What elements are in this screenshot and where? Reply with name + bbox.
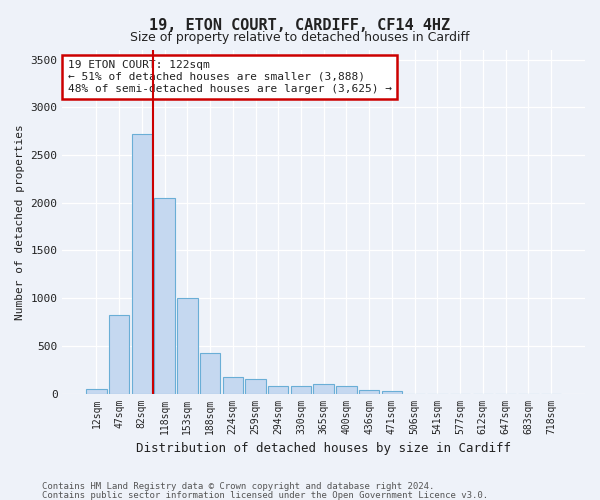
X-axis label: Distribution of detached houses by size in Cardiff: Distribution of detached houses by size …	[136, 442, 511, 455]
Bar	[154, 198, 175, 394]
Text: Contains public sector information licensed under the Open Government Licence v3: Contains public sector information licen…	[42, 490, 488, 500]
Text: 19 ETON COURT: 122sqm
← 51% of detached houses are smaller (3,888)
48% of semi-d: 19 ETON COURT: 122sqm ← 51% of detached …	[68, 60, 392, 94]
Bar	[223, 377, 243, 394]
Bar	[86, 389, 107, 394]
Bar	[200, 352, 220, 394]
Bar	[268, 386, 289, 394]
Bar	[109, 316, 130, 394]
Bar	[336, 386, 356, 394]
Bar	[177, 298, 197, 394]
Bar	[382, 390, 402, 394]
Bar	[313, 384, 334, 394]
Bar	[359, 390, 379, 394]
Y-axis label: Number of detached properties: Number of detached properties	[15, 124, 25, 320]
Bar	[245, 379, 266, 394]
Text: Contains HM Land Registry data © Crown copyright and database right 2024.: Contains HM Land Registry data © Crown c…	[42, 482, 434, 491]
Text: 19, ETON COURT, CARDIFF, CF14 4HZ: 19, ETON COURT, CARDIFF, CF14 4HZ	[149, 18, 451, 32]
Bar	[291, 386, 311, 394]
Bar	[131, 134, 152, 394]
Text: Size of property relative to detached houses in Cardiff: Size of property relative to detached ho…	[130, 31, 470, 44]
